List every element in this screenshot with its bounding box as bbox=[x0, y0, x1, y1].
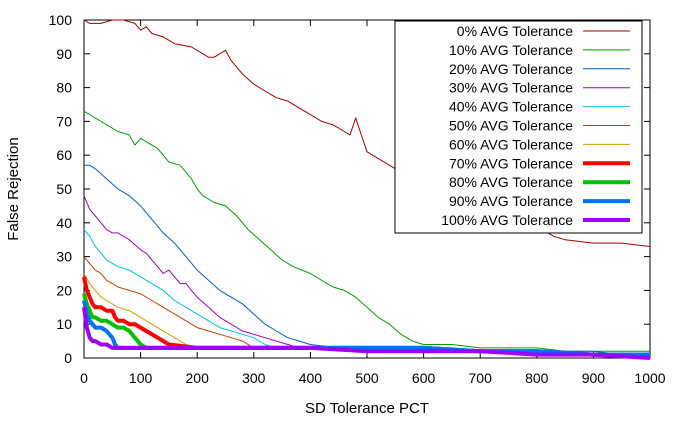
series-line-1 bbox=[83, 110, 650, 352]
y-axis-title: False Rejection bbox=[5, 137, 22, 240]
y-axis: 0 10 20 30 40 50 60 70 80 90 100 bbox=[49, 12, 650, 366]
series-line-4 bbox=[83, 229, 650, 356]
y-tick-label: 30 bbox=[56, 249, 72, 265]
y-tick-label: 20 bbox=[56, 282, 72, 298]
legend-label-1: 10% AVG Tolerance bbox=[449, 42, 573, 58]
legend-label-3: 30% AVG Tolerance bbox=[449, 80, 573, 96]
x-tick-label: 700 bbox=[469, 370, 493, 386]
y-tick-label: 50 bbox=[56, 181, 72, 197]
y-tick-label: 80 bbox=[56, 80, 72, 96]
y-tick-label: 90 bbox=[56, 46, 72, 62]
y-tick-label: 100 bbox=[49, 12, 73, 28]
legend-label-6: 60% AVG Tolerance bbox=[449, 136, 573, 152]
x-tick-label: 400 bbox=[299, 370, 323, 386]
y-tick-label: 40 bbox=[56, 215, 72, 231]
series-layer bbox=[82, 19, 651, 360]
x-axis-title: SD Tolerance PCT bbox=[305, 400, 429, 417]
legend-label-9: 90% AVG Tolerance bbox=[449, 193, 573, 209]
x-tick-label: 900 bbox=[582, 370, 606, 386]
series-line-7 bbox=[82, 276, 650, 357]
legend-label-5: 50% AVG Tolerance bbox=[449, 118, 573, 134]
series-line-5 bbox=[83, 256, 650, 356]
legend-label-8: 80% AVG Tolerance bbox=[449, 174, 573, 190]
legend-label-10: 100% AVG Tolerance bbox=[441, 212, 573, 228]
x-tick-label: 800 bbox=[525, 370, 549, 386]
x-tick-label: 1000 bbox=[634, 370, 665, 386]
x-tick-label: 300 bbox=[242, 370, 266, 386]
legend-label-4: 40% AVG Tolerance bbox=[449, 99, 573, 115]
legend-box bbox=[394, 20, 643, 234]
x-tick-label: 500 bbox=[355, 370, 379, 386]
y-tick-label: 70 bbox=[56, 113, 72, 129]
x-tick-label: 0 bbox=[80, 370, 88, 386]
series-line-10 bbox=[82, 307, 651, 360]
legend-label-2: 20% AVG Tolerance bbox=[449, 61, 573, 77]
x-axis: 0 100 200 300 400 500 600 700 800 900 1000 bbox=[80, 20, 666, 386]
x-tick-label: 100 bbox=[129, 370, 153, 386]
y-tick-label: 0 bbox=[64, 350, 72, 366]
y-tick-label: 10 bbox=[56, 316, 72, 332]
legend-label-7: 70% AVG Tolerance bbox=[449, 155, 573, 171]
legend-label-0: 0% AVG Tolerance bbox=[457, 23, 573, 39]
x-tick-label: 600 bbox=[412, 370, 436, 386]
legend: 0% AVG Tolerance 10% AVG Tolerance 20% AVG… bbox=[394, 20, 643, 234]
y-tick-label: 60 bbox=[56, 147, 72, 163]
x-tick-label: 200 bbox=[186, 370, 210, 386]
